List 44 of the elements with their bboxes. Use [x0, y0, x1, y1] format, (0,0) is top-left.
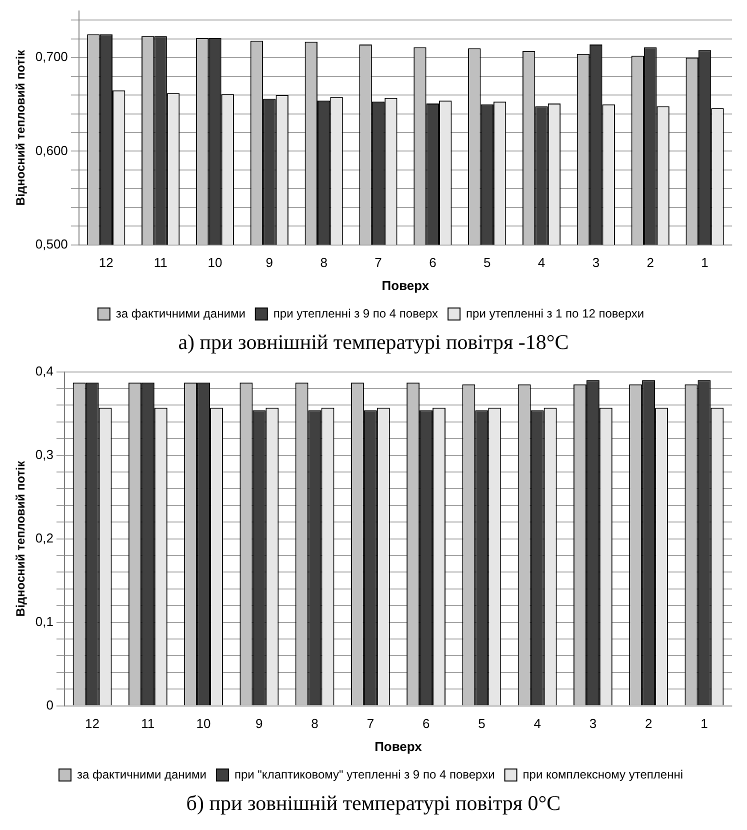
- x-tick-label: 1: [701, 255, 708, 270]
- x-tick-label: 12: [98, 255, 114, 270]
- x-tick-label: 2: [646, 255, 654, 270]
- y-axis-title: Відносний тепловий потік: [14, 49, 28, 206]
- x-axis-title: Поверх: [374, 738, 423, 754]
- legend-label: при "клаптиковому" утепленні з 9 по 4 поверхи: [234, 767, 495, 782]
- y-tick-label: 0,700: [35, 49, 68, 64]
- legend-label: при утепленні з 1 по 12 поверхи: [466, 306, 644, 320]
- legend-label: за фактичними даними: [116, 306, 246, 320]
- x-axis-title: Поверх: [382, 278, 430, 293]
- x-tick-label: 11: [141, 716, 155, 732]
- x-tick-label: 3: [592, 255, 600, 270]
- x-tick-label: 7: [366, 716, 374, 732]
- x-tick-label: 6: [429, 255, 436, 270]
- y-tick-label: 0,2: [35, 530, 54, 546]
- x-tick-label: 5: [483, 255, 491, 270]
- x-tick-label: 11: [154, 255, 168, 270]
- x-tick-label: 1: [700, 716, 708, 732]
- legend-label: при комплексному утепленні: [522, 767, 684, 782]
- x-tick-label: 3: [589, 716, 597, 732]
- x-tick-label: 6: [422, 716, 430, 732]
- x-tick-label: 4: [534, 716, 541, 732]
- y-tick-label: 0,600: [35, 142, 68, 158]
- y-tick-label: 0,3: [35, 446, 54, 462]
- x-tick-label: 10: [196, 716, 211, 732]
- y-tick-label: 0,1: [35, 614, 54, 629]
- text: б) при зовнішній температурі повітря 0°C: [185, 791, 562, 816]
- x-tick-label: 8: [320, 255, 328, 270]
- x-tick-label: 5: [478, 716, 486, 732]
- x-tick-label: 9: [256, 716, 263, 732]
- x-tick-label: 2: [644, 716, 652, 732]
- x-tick-label: 12: [85, 716, 100, 732]
- x-tick-label: 8: [311, 716, 318, 732]
- y-tick-label: 0,4: [35, 363, 54, 378]
- x-tick-label: 7: [374, 255, 382, 270]
- x-tick-label: 9: [266, 255, 274, 270]
- y-tick-label: 0,500: [35, 236, 68, 252]
- y-tick-label: 0: [46, 697, 54, 712]
- x-tick-label: 4: [538, 255, 546, 270]
- x-tick-label: 10: [208, 255, 222, 270]
- text: а) при зовнішній температурі повітря -18°C: [177, 330, 570, 355]
- y-axis-title: Відносний тепловий потік: [14, 460, 28, 617]
- legend-label: за фактичними даними: [76, 767, 206, 782]
- legend-label: при утепленні з 9 по 4 поверх: [273, 306, 438, 320]
